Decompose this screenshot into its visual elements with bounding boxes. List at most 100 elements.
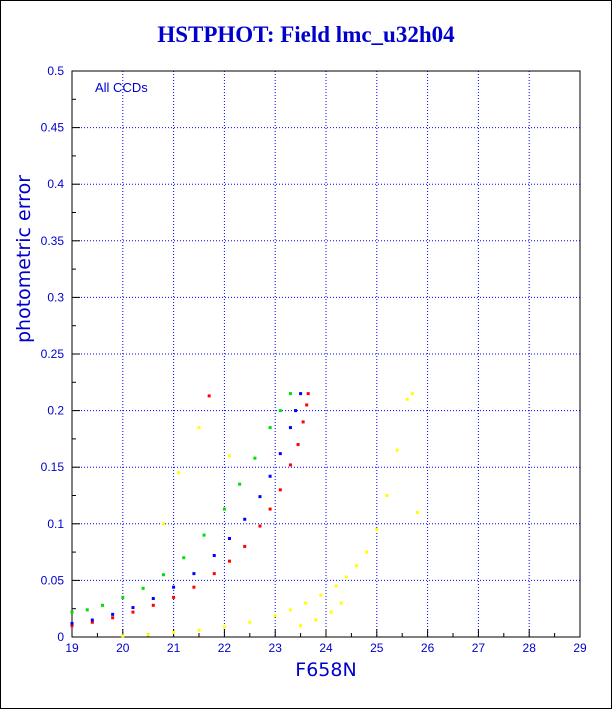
- data-point: [344, 575, 348, 579]
- data-point: [222, 625, 226, 629]
- data-point: [243, 517, 247, 521]
- data-point: [151, 603, 155, 607]
- data-point: [121, 634, 125, 638]
- x-axis-title: F658N: [295, 659, 356, 681]
- y-tick-label: 0: [57, 630, 64, 644]
- data-point: [334, 584, 338, 588]
- data-point: [111, 612, 115, 616]
- data-point: [85, 608, 89, 612]
- y-tick-label: 0.5: [47, 64, 64, 78]
- y-tick-label: 0.2: [47, 404, 64, 418]
- data-point: [365, 550, 369, 554]
- data-point: [319, 593, 323, 597]
- data-point: [197, 426, 201, 430]
- axis-ticks: 19 20 21 22 23 24 25 26 27 28 29 0 0.05 0.1 0.15 0.2 0.2…: [41, 64, 587, 655]
- data-point: [304, 601, 308, 605]
- y-tick-label: 0.15: [41, 460, 65, 474]
- data-point: [301, 420, 305, 424]
- data-point: [296, 443, 300, 447]
- data-point: [410, 392, 414, 396]
- x-tick-label: 20: [116, 641, 130, 655]
- y-tick-label: 0.4: [47, 177, 64, 191]
- x-tick-label: 24: [319, 641, 333, 655]
- data-point: [172, 630, 176, 634]
- data-point: [268, 507, 272, 511]
- data-point: [314, 618, 318, 622]
- chart-title: HSTPHOT: Field lmc_u32h04: [157, 22, 455, 47]
- data-point: [405, 397, 409, 401]
- data-point: [294, 409, 298, 413]
- y-tick-label: 0.45: [41, 121, 65, 135]
- data-point: [288, 426, 292, 430]
- grid-lines: [72, 71, 580, 637]
- x-tick-label: 23: [269, 641, 283, 655]
- data-point: [212, 572, 216, 576]
- data-point: [131, 606, 135, 610]
- data-point: [197, 628, 201, 632]
- data-point: [172, 595, 176, 599]
- data-point: [70, 621, 74, 625]
- data-point: [111, 616, 115, 620]
- y-tick-label: 0.35: [41, 234, 65, 248]
- data-point: [131, 610, 135, 614]
- data-point: [395, 448, 399, 452]
- x-tick-label: 26: [421, 641, 435, 655]
- data-point: [253, 456, 257, 460]
- data-point: [288, 392, 292, 396]
- chip-annotation: All CCDs: [95, 80, 148, 95]
- x-tick-label: 21: [167, 641, 181, 655]
- data-point: [258, 495, 262, 499]
- data-point: [227, 537, 231, 541]
- data-point: [273, 613, 277, 617]
- data-point: [278, 409, 282, 413]
- data-point: [354, 564, 358, 568]
- data-point: [177, 471, 181, 475]
- y-tick-label: 0.3: [47, 290, 64, 304]
- x-tick-label: 28: [523, 641, 537, 655]
- data-point: [299, 624, 303, 628]
- data-point: [172, 585, 176, 589]
- data-point: [227, 454, 231, 458]
- data-point: [182, 556, 186, 560]
- data-point: [278, 488, 282, 492]
- x-tick-label: 27: [472, 641, 486, 655]
- x-tick-label: 22: [218, 641, 232, 655]
- data-point: [278, 452, 282, 456]
- data-point: [268, 426, 272, 430]
- data-point: [288, 463, 292, 467]
- data-point: [100, 603, 104, 607]
- data-point: [70, 624, 74, 628]
- data-point: [339, 601, 343, 605]
- y-axis-title: photometric error: [13, 175, 35, 343]
- data-point: [192, 572, 196, 576]
- data-points: [70, 392, 419, 638]
- data-point: [415, 510, 419, 514]
- data-point: [121, 595, 125, 599]
- data-point: [305, 403, 309, 407]
- data-point: [90, 618, 94, 622]
- data-point: [243, 544, 247, 548]
- data-point: [375, 527, 379, 531]
- data-point: [268, 474, 272, 478]
- y-tick-label: 0.25: [41, 347, 65, 361]
- data-point: [146, 633, 150, 637]
- data-point: [306, 392, 310, 396]
- data-point: [299, 392, 303, 396]
- y-tick-label: 0.1: [47, 517, 64, 531]
- data-point: [70, 610, 74, 614]
- data-point: [207, 394, 211, 398]
- data-point: [212, 553, 216, 557]
- data-point: [222, 507, 226, 511]
- data-point: [141, 586, 145, 590]
- data-point: [90, 620, 94, 624]
- data-point: [227, 559, 231, 563]
- data-point: [329, 610, 333, 614]
- x-tick-label: 25: [370, 641, 384, 655]
- data-point: [238, 482, 242, 486]
- data-point: [202, 533, 206, 537]
- data-point: [248, 620, 252, 624]
- data-point: [288, 608, 292, 612]
- data-point: [161, 522, 165, 526]
- x-tick-label: 19: [65, 641, 79, 655]
